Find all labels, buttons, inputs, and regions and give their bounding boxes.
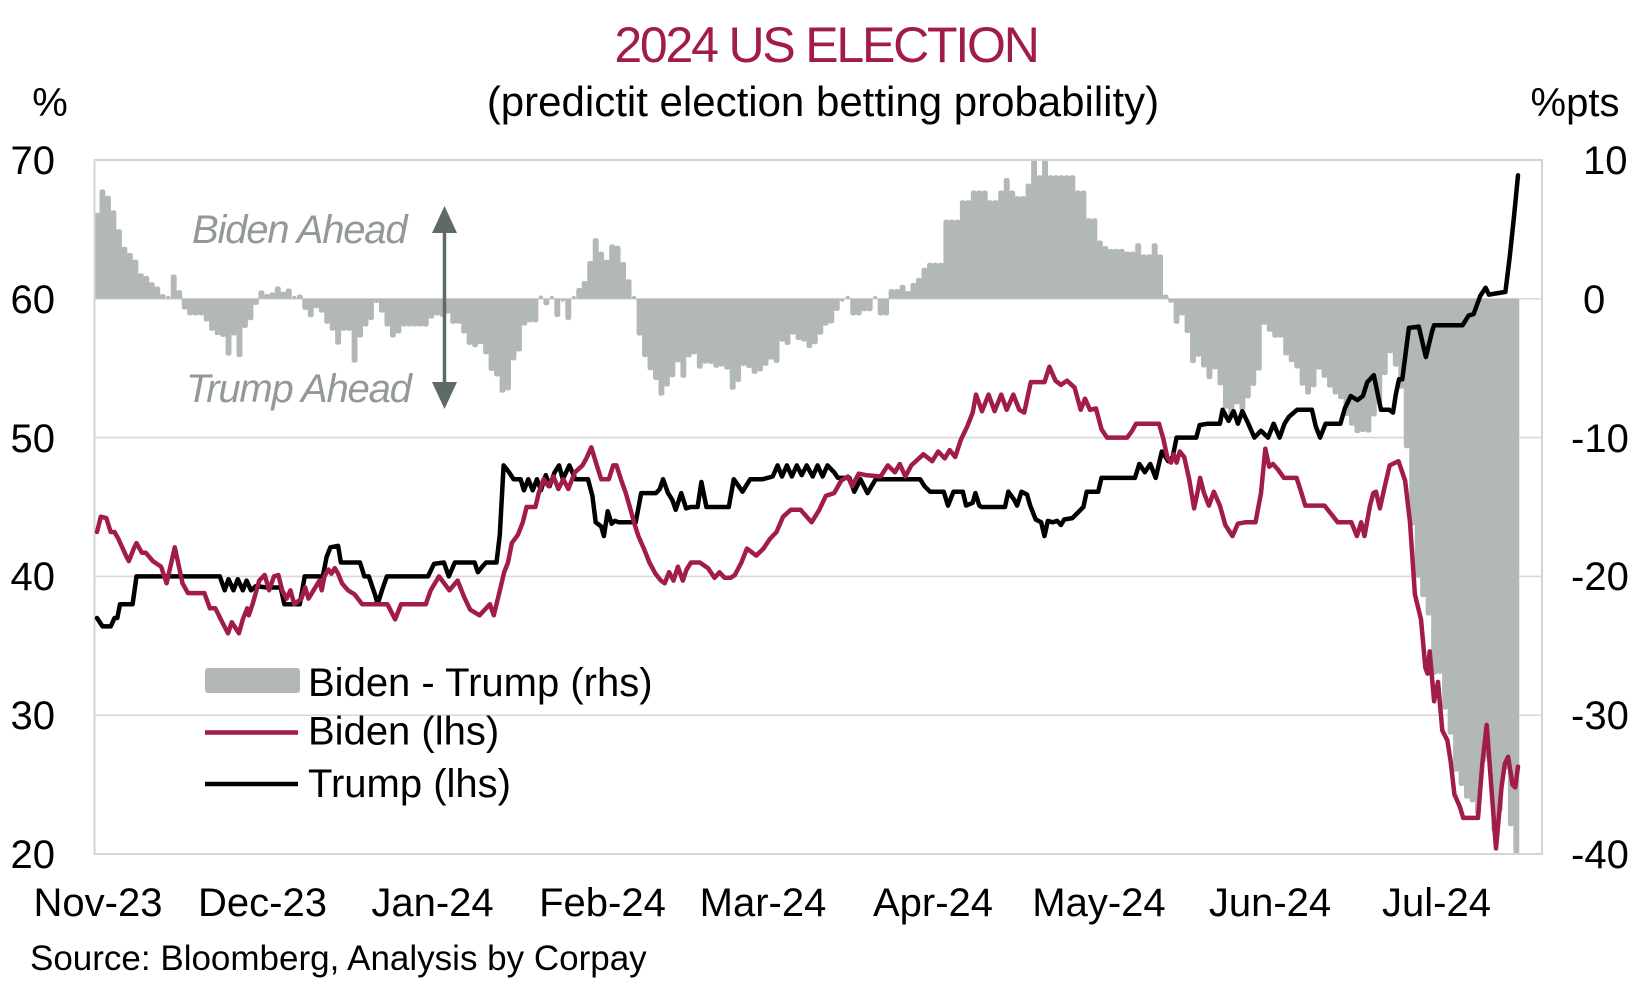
svg-text:50: 50 (11, 417, 56, 461)
svg-text:Jan-24: Jan-24 (371, 881, 493, 925)
svg-text:60: 60 (11, 278, 56, 322)
svg-text:40: 40 (11, 555, 56, 599)
svg-text:%pts: %pts (1531, 81, 1620, 125)
svg-text:10: 10 (1583, 139, 1628, 183)
svg-text:0: 0 (1583, 278, 1605, 322)
svg-text:Dec-23: Dec-23 (198, 881, 327, 925)
svg-text:-10: -10 (1571, 417, 1629, 461)
svg-text:May-24: May-24 (1032, 881, 1165, 925)
svg-text:Biden (lhs): Biden (lhs) (308, 710, 499, 754)
svg-text:Jul-24: Jul-24 (1382, 881, 1491, 925)
svg-text:2024 US ELECTION: 2024 US ELECTION (614, 17, 1037, 73)
svg-text:Feb-24: Feb-24 (539, 881, 666, 925)
svg-text:30: 30 (11, 694, 56, 738)
svg-text:-20: -20 (1571, 555, 1629, 599)
svg-text:Apr-24: Apr-24 (873, 881, 993, 925)
svg-text:Jun-24: Jun-24 (1209, 881, 1331, 925)
svg-text:Trump Ahead: Trump Ahead (186, 367, 414, 411)
svg-text:-40: -40 (1571, 833, 1629, 877)
svg-text:20: 20 (11, 833, 56, 877)
svg-text:(predictit election betting pr: (predictit election betting probability) (487, 78, 1159, 125)
svg-text:Mar-24: Mar-24 (700, 881, 827, 925)
svg-text:%: % (32, 81, 68, 125)
svg-text:Biden Ahead: Biden Ahead (192, 208, 409, 252)
svg-text:Source: Bloomberg, Analysis by: Source: Bloomberg, Analysis by Corpay (30, 939, 647, 978)
svg-text:Nov-23: Nov-23 (34, 881, 163, 925)
svg-text:-30: -30 (1571, 694, 1629, 738)
svg-text:70: 70 (11, 139, 56, 183)
svg-text:Trump (lhs): Trump (lhs) (308, 762, 511, 806)
svg-text:Biden - Trump (rhs): Biden - Trump (rhs) (308, 661, 653, 705)
